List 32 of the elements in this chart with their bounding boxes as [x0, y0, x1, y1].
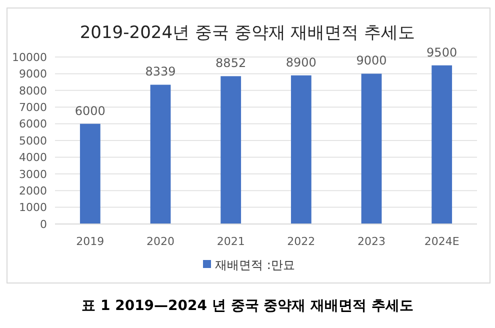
- bar: [361, 74, 382, 224]
- y-tick-label: 1000: [19, 201, 47, 214]
- bar: [150, 84, 171, 224]
- y-tick-label: 0: [40, 218, 47, 231]
- y-tick-label: 5000: [19, 134, 47, 148]
- y-tick-label: 8000: [19, 84, 47, 98]
- bar: [432, 65, 452, 224]
- y-tick-label: 6000: [19, 118, 47, 131]
- y-tick-label: 2000: [19, 184, 47, 198]
- text: 표 1 2019—2024 년 중국 중약재 재배면적 추세도: [82, 298, 414, 314]
- x-tick-label: 2020: [146, 234, 174, 248]
- y-tick-label: 7000: [19, 100, 47, 114]
- data-label: 8852: [216, 56, 246, 70]
- legend-label: 재배면적 :만묘: [215, 258, 295, 272]
- data-label: 6000: [74, 104, 106, 118]
- x-tick-label: 2021: [216, 234, 245, 248]
- bar: [290, 75, 312, 224]
- data-label: 8900: [286, 55, 316, 70]
- x-tick-label: 2022: [287, 234, 316, 248]
- x-tick-label: 2019: [76, 234, 104, 248]
- x-tick-label: 2024E: [424, 234, 460, 248]
- y-tick-label: 3000: [19, 168, 47, 181]
- bar: [80, 124, 100, 224]
- data-label: 8339: [145, 64, 176, 79]
- y-tick-label: 10000: [12, 50, 47, 64]
- data-label: 9000: [356, 54, 387, 68]
- y-tick-label: 9000: [19, 68, 47, 81]
- data-label: 9500: [426, 45, 458, 60]
- bar: [220, 76, 242, 224]
- chart-title: 2019-2024년 중국 중약재 재배면적 추세도: [80, 23, 416, 43]
- x-tick-label: 2023: [358, 234, 386, 248]
- y-tick-label: 4000: [19, 151, 47, 164]
